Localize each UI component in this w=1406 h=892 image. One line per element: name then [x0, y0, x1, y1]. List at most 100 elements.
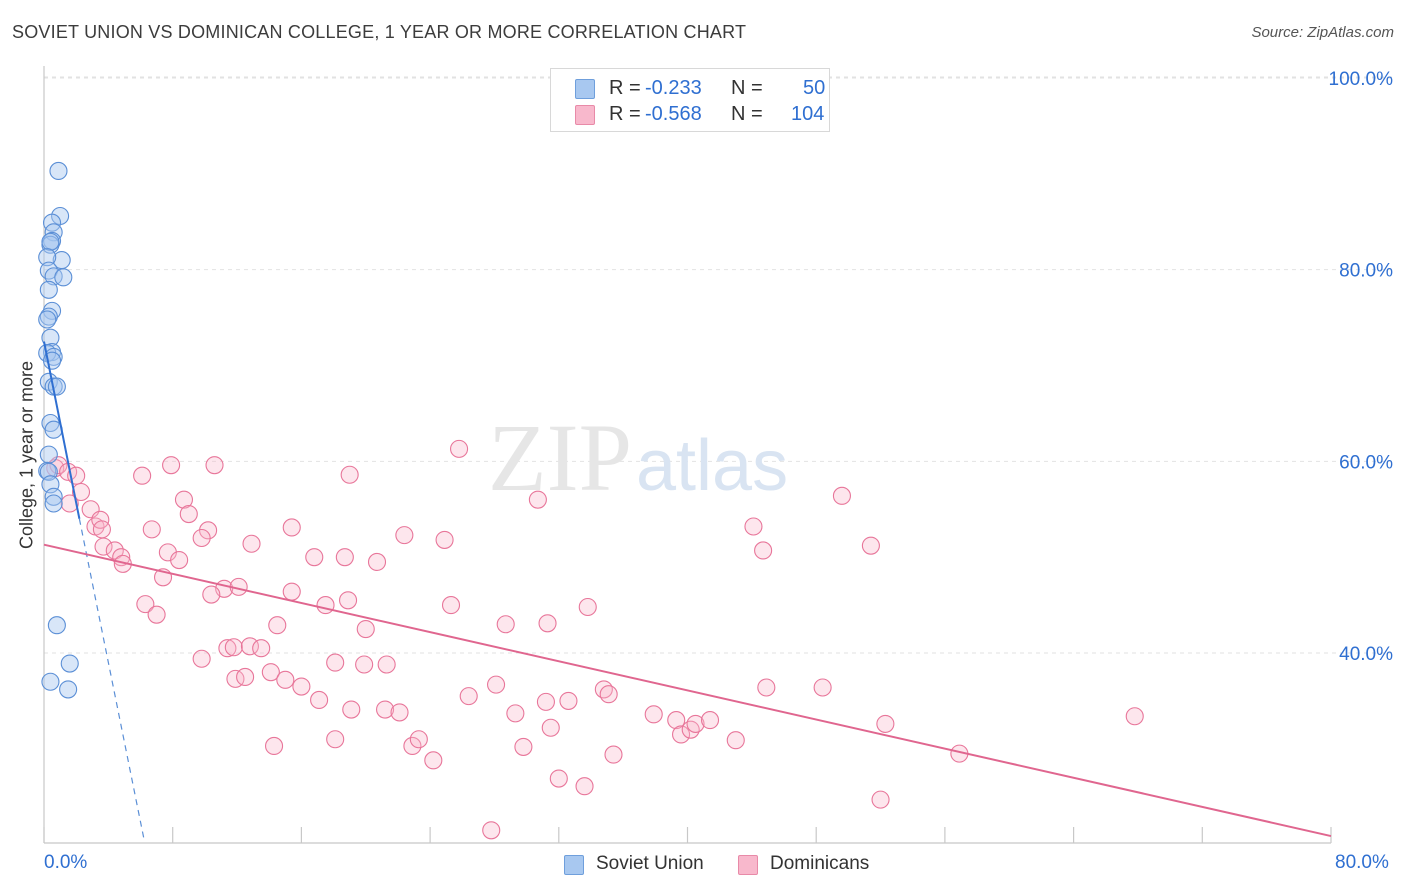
dominicans-point — [170, 550, 189, 570]
soviet-union-point — [44, 487, 63, 506]
dominicans-point — [459, 687, 478, 706]
dominicans-point — [578, 597, 597, 617]
soviet-union-swatch — [564, 855, 584, 875]
dominicans-point — [192, 528, 211, 548]
legend-label: Dominicans — [770, 853, 870, 874]
y-tick-label: 80.0% — [1339, 261, 1393, 282]
dominicans-swatch — [575, 105, 595, 125]
soviet-union-point — [42, 301, 62, 320]
dominicans-point — [202, 585, 221, 604]
dominicans-point — [261, 663, 280, 682]
dominicans-point — [754, 541, 773, 560]
dominicans-point — [538, 614, 557, 633]
dominicans-point — [282, 582, 301, 601]
dominicans-point — [192, 649, 211, 668]
chart-title: SOVIET UNION VS DOMINICAN COLLEGE, 1 YEA… — [12, 22, 747, 42]
dominicans-point — [340, 465, 359, 484]
dominicans-point — [757, 678, 776, 697]
soviet-union-point — [38, 461, 57, 480]
chart-source: Source: ZipAtlas.com — [1251, 24, 1394, 41]
dominicans-point — [136, 595, 155, 614]
dominicans-point — [356, 619, 375, 639]
dominicans-point — [409, 730, 428, 749]
dominicans-point — [549, 769, 568, 788]
dominicans-point — [514, 737, 533, 756]
dominicans-point — [242, 534, 261, 553]
dominicans-point — [133, 466, 152, 485]
dominicans-point — [575, 777, 594, 796]
y-tick-labels: 100.0% 80.0% 60.0% 40.0% — [1329, 69, 1394, 665]
dominicans-point — [594, 680, 613, 699]
dominicans-point — [604, 745, 623, 764]
soviet-union-point — [60, 654, 79, 673]
n-label: N = — [731, 77, 763, 99]
soviet-union-point — [49, 161, 68, 181]
dominicans-point — [265, 736, 284, 756]
soviet-union-point — [39, 307, 58, 326]
dominicans-point — [424, 751, 443, 770]
dominicans-point — [310, 690, 329, 710]
soviet-union-point — [54, 268, 73, 287]
axis-layer — [43, 66, 1332, 844]
dominicans-point — [326, 730, 345, 749]
dominicans-point — [599, 685, 618, 704]
dominicans-point — [726, 731, 745, 750]
dominicans-point — [536, 692, 555, 711]
dominicans-point — [1125, 707, 1144, 726]
n-value: 104 — [791, 103, 825, 125]
legend-label: Soviet Union — [596, 853, 704, 874]
dominicans-point — [403, 736, 422, 756]
dominicans-swatch — [738, 855, 758, 875]
x-axis-min-label: 0.0% — [44, 852, 88, 873]
dominicans-point — [861, 536, 880, 555]
dominicans-point — [252, 639, 271, 658]
y-axis-title: College, 1 year or more — [16, 360, 37, 550]
dominicans-point — [94, 537, 113, 556]
x-axis-max-label: 80.0% — [1335, 852, 1389, 873]
dominicans-point — [71, 482, 91, 502]
y-tick-label: 60.0% — [1339, 452, 1393, 473]
dominicans-trend-line — [43, 543, 1332, 838]
soviet-union-point — [59, 680, 78, 699]
dominicans-point — [482, 821, 501, 840]
soviet-union-point — [41, 328, 60, 347]
dominicans-point — [876, 714, 895, 733]
dominicans-point — [335, 548, 354, 567]
dominicans-point — [92, 520, 111, 539]
soviet-union-trend-extension — [78, 518, 145, 839]
watermark-atlas: atlas — [636, 426, 788, 506]
watermark-zip: ZIP — [488, 404, 632, 511]
trend-layer — [43, 341, 1332, 839]
dominicans-point — [339, 591, 358, 610]
r-value: -0.568 — [645, 103, 702, 125]
soviet-union-point — [38, 310, 57, 329]
dominicans-point — [316, 596, 335, 615]
dominicans-point — [672, 725, 691, 744]
dominicans-point — [871, 790, 890, 809]
soviet-union-swatch — [575, 79, 595, 99]
dominicans-points — [46, 439, 1144, 840]
dominicans-point — [91, 510, 110, 529]
dominicans-point — [450, 439, 469, 458]
dominicans-point — [282, 518, 301, 537]
dominicans-point — [644, 705, 663, 724]
n-label: N = — [731, 103, 763, 125]
dominicans-point — [342, 700, 361, 719]
r-label: R = — [609, 103, 641, 125]
soviet-union-point — [41, 672, 60, 691]
dominicans-point — [390, 703, 409, 722]
dominicans-point — [496, 615, 515, 634]
dominicans-point — [541, 718, 560, 737]
soviet-union-point — [44, 267, 63, 286]
soviet-union-point — [42, 213, 62, 232]
soviet-union-points — [38, 161, 79, 699]
dominicans-point — [276, 670, 295, 689]
y-tick-label: 100.0% — [1329, 69, 1394, 90]
soviet-union-point — [39, 280, 58, 299]
dominicans-point — [292, 677, 311, 696]
soviet-union-point — [41, 232, 60, 251]
dominicans-point — [326, 653, 345, 672]
soviet-union-trend-line — [43, 341, 81, 520]
dominicans-point — [832, 486, 851, 505]
